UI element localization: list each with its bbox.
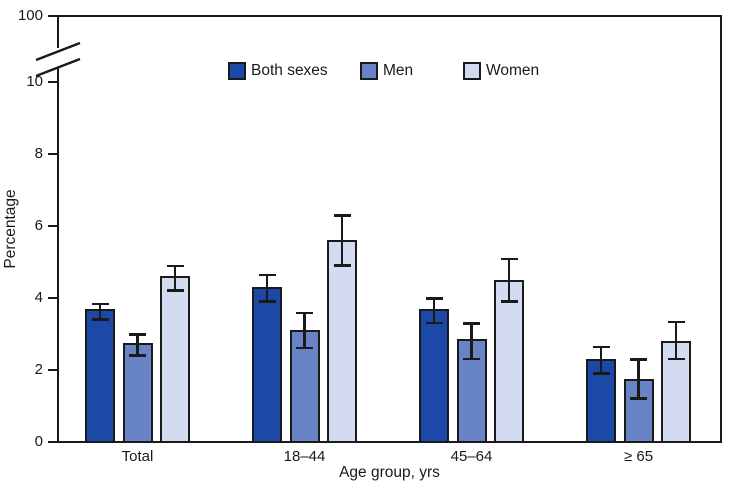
y-tick [48,153,57,155]
bar-women-18-44 [327,240,357,443]
y-tick-label: 8 [34,145,43,162]
error-bar-cap [630,358,647,361]
y-axis-break-icon [35,41,81,78]
y-tick [48,441,57,443]
error-bar-cap [463,322,480,325]
error-bar-cap [91,302,109,306]
error-bar-cap [296,311,313,315]
error-bar-cap [296,346,313,350]
x-category-label-total: Total [121,448,154,465]
error-bar-cap [333,214,351,217]
y-tick-label: 100 [17,7,43,24]
error-bar-cap [667,357,685,361]
error-bar-cap [129,333,146,336]
legend-item-both-sexes: Both sexes [228,62,328,80]
error-bar-cap [258,300,276,303]
x-axis-line [57,441,722,443]
error-bar-both-sexes-total [98,302,102,321]
error-bar-women-18-44 [340,214,344,267]
bar-both-sexes-18-44 [252,287,282,443]
error-bar-cap [333,264,351,267]
bar-women-total [160,276,190,443]
y-tick [48,81,57,83]
error-bar-cap [425,297,443,300]
x-category-label-45-64: 45–64 [450,448,493,465]
error-bar-both-sexes-65 [599,345,603,375]
error-bar-cap [592,372,610,375]
error-bar-cap [630,397,647,400]
legend-swatch-icon [360,62,378,80]
plot-top-border [57,15,722,17]
error-bar-cap [500,300,518,303]
error-bar-women-45-64 [507,257,511,303]
error-bar-cap [425,321,443,325]
y-tick-label: 2 [34,361,43,378]
error-bar-women-65 [674,320,678,361]
y-axis-line-lower-segment [57,68,59,443]
bar-both-sexes-45-64 [419,308,449,443]
error-bar-cap [500,257,518,261]
legend: Both sexes Men Women [57,15,722,443]
y-tick [48,297,57,299]
bar-women-45-64 [494,280,524,443]
y-tick-label: 10 [26,73,43,90]
error-bar-cap [166,264,184,268]
y-tick [48,15,57,17]
y-tick [48,369,57,371]
bar-both-sexes-total [85,308,115,443]
y-axis-line-upper-segment [57,15,59,48]
x-axis-title: Age group, yrs [339,464,440,481]
error-bar-men-45-64 [470,322,473,361]
plot-area: 0 2 4 6 8 10 100 Total 18–44 45–64 ≥ 65 Both sexe… [18,7,722,465]
plot-right-border [720,15,722,443]
error-bar-cap [592,345,610,349]
error-bar-cap [463,357,480,361]
legend-swatch-icon [463,62,481,80]
legend-item-women: Women [463,62,539,80]
error-bar-women-total [173,264,177,292]
y-tick-label: 4 [34,289,43,306]
error-bar-men-65 [637,358,640,400]
legend-label: Women [486,62,540,79]
legend-item-men: Men [360,62,413,80]
error-bar-cap [91,318,109,321]
error-bar-cap [129,354,146,357]
bar-men-total [122,343,153,443]
error-bar-cap [166,289,184,292]
legend-label: Both sexes [251,62,328,79]
x-category-label-65: ≥ 65 [623,448,654,465]
y-tick-label: 0 [34,433,43,450]
error-bar-cap [258,273,276,277]
error-bar-men-total [136,333,139,357]
error-bar-both-sexes-18-44 [265,273,269,303]
y-tick [48,225,57,227]
legend-label: Men [383,62,414,79]
legend-swatch-icon [228,62,246,80]
error-bar-both-sexes-45-64 [432,297,436,325]
error-bar-men-18-44 [303,311,306,350]
x-category-label-18-44: 18–44 [283,448,326,465]
error-bar-cap [667,320,685,324]
y-tick-label: 6 [34,217,43,234]
